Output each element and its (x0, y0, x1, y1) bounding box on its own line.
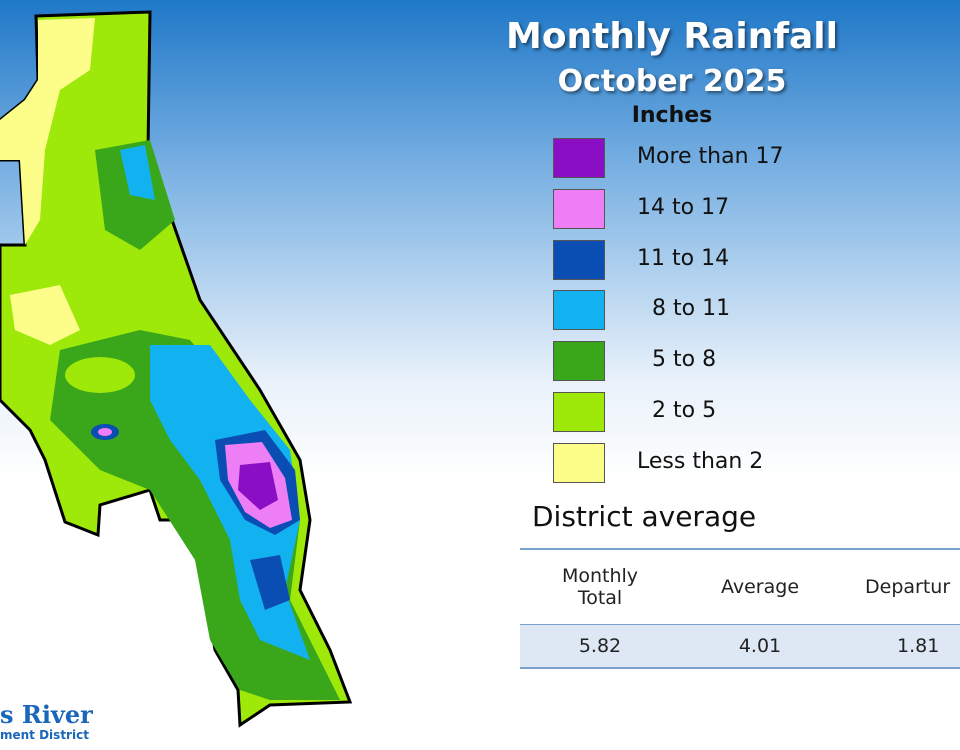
legend-swatch (553, 442, 605, 483)
rainfall-map (0, 10, 353, 728)
header-cell: Monthly Total (520, 549, 680, 624)
legend-label: More than 17 (637, 144, 784, 169)
header-row: Monthly Total Average Departur (520, 549, 960, 624)
legend-label: 11 to 14 (637, 245, 730, 271)
header-text: Monthly Total (561, 564, 639, 609)
data-row: 5.82 4.01 1.81 (520, 624, 960, 668)
logo-line2: ment District (0, 728, 89, 742)
legend-title: Inches (631, 103, 713, 128)
legend-swatch (553, 188, 605, 229)
zone (65, 357, 135, 393)
legend-label: 5 to 8 (652, 347, 717, 373)
cell: 4.01 (738, 634, 782, 657)
header-cell: Departur (865, 575, 951, 598)
logo-line1: s River (0, 700, 93, 729)
legend-label: Less than 2 (637, 448, 764, 474)
zone (10, 285, 80, 345)
zone (98, 428, 112, 436)
cell: 5.82 (578, 634, 622, 657)
legend-swatch (553, 138, 605, 178)
summary-title: District average (532, 500, 757, 533)
header-cell: Average (720, 575, 800, 598)
subtitle: October 2025 (557, 64, 787, 99)
title: Monthly Rainfall (506, 16, 838, 57)
summary-table: Monthly Total Average Departur 5.82 4.01… (520, 548, 960, 669)
legend-swatch (553, 290, 605, 331)
legend-swatch (553, 341, 605, 382)
zone (238, 462, 278, 510)
zone (120, 145, 155, 200)
zone (0, 18, 95, 245)
legend-label: 8 to 11 (652, 296, 731, 322)
cell: 1.81 (897, 634, 940, 657)
zone (250, 555, 290, 610)
legend-label: 2 to 5 (652, 398, 717, 423)
legend-label: 14 to 17 (637, 194, 730, 220)
legend-swatch (553, 239, 605, 280)
legend-swatch (553, 392, 605, 432)
